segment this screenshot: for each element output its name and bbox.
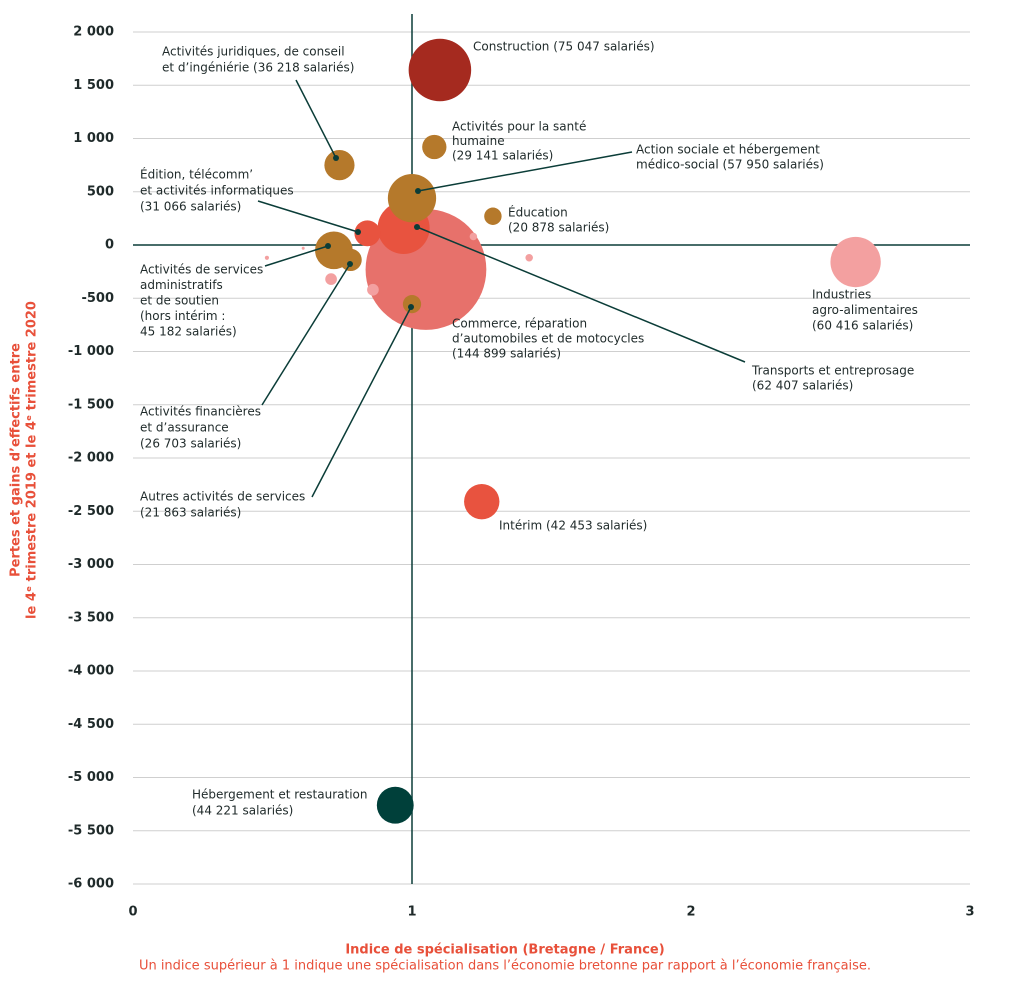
y-tick-label: -6 000: [68, 877, 114, 892]
bubble-label: Commerce, réparation: [452, 317, 587, 331]
bubble: [301, 246, 305, 250]
bubble: [264, 255, 270, 260]
leader-line: [311, 306, 412, 498]
bubble: [387, 173, 437, 223]
y-tick-label: -2 500: [68, 504, 114, 519]
x-tick-label: 2: [686, 905, 695, 920]
leader-line: [261, 263, 351, 406]
y-axis-title: le 4ᵉ trimestre 2019 et le 4ᵉ trimestre …: [25, 301, 40, 619]
bubble: [484, 207, 502, 225]
y-tick-label: 2 000: [73, 25, 114, 40]
y-tick-label: -1 500: [68, 397, 114, 412]
bubble-label: Activités pour la santé: [452, 120, 586, 134]
bubble-label: Éducation: [508, 205, 568, 220]
y-tick-label: 0: [105, 238, 114, 253]
bubble-label: Édition, télécomm’: [140, 167, 253, 182]
bubble: [402, 294, 422, 314]
bubble: [469, 232, 478, 241]
bubble-label: (hors intérim :: [140, 309, 225, 323]
bubble-label: Action sociale et hébergement: [636, 143, 820, 157]
leader-dot: [325, 243, 331, 249]
bubble-label: (62 407 salariés): [752, 379, 853, 393]
leader-line: [416, 226, 746, 363]
bubble-label: Intérim (42 453 salariés): [499, 519, 647, 533]
bubble-label: et d’ingéniérie (36 218 salariés): [162, 61, 354, 75]
bubble-label: (20 878 salariés): [508, 221, 609, 235]
y-tick-label: -1 000: [68, 344, 114, 359]
bubble-label: Industries: [812, 288, 871, 302]
bubble-label: Construction (75 047 salariés): [473, 40, 655, 54]
bubble-label: Activités de services: [140, 263, 263, 277]
leader-dot: [415, 188, 421, 194]
bubble-label: d’automobiles et de motocycles: [452, 332, 644, 346]
bubble-label: (31 066 salariés): [140, 200, 241, 214]
bubble: [325, 273, 337, 285]
bubble: [367, 283, 379, 296]
bubble: [525, 254, 533, 262]
bubble: [376, 786, 414, 824]
bubble: [422, 134, 447, 160]
bubble-label: Activités financières: [140, 405, 261, 419]
bubble-label: 45 182 salariés): [140, 325, 237, 339]
x-tick-label: 1: [407, 905, 416, 920]
bubble-label: (21 863 salariés): [140, 506, 241, 520]
bubble: [408, 38, 472, 102]
bubble-label: agro-alimentaires: [812, 303, 918, 317]
bubble-label: (44 221 salariés): [192, 804, 293, 818]
y-tick-label: -2 000: [68, 451, 114, 466]
bubble-label: Activités juridiques, de conseil: [162, 45, 345, 59]
bubble-label: (26 703 salariés): [140, 437, 241, 451]
bubble-label: et activités informatiques: [140, 184, 294, 198]
leader-dot: [408, 304, 414, 310]
y-tick-label: -4 500: [68, 717, 114, 732]
y-tick-label: 1 500: [73, 78, 114, 93]
bubble: [354, 220, 381, 247]
bubble-label: (29 141 salariés): [452, 149, 553, 163]
bubble: [464, 483, 500, 520]
bubble: [324, 150, 355, 181]
bubble-label: humaine: [452, 134, 505, 148]
bubble-label: Hébergement et restauration: [192, 788, 367, 802]
leader-dot: [347, 261, 353, 267]
bubble-label: Autres activités de services: [140, 490, 305, 504]
y-tick-label: -5 500: [68, 823, 114, 838]
leader-dot: [333, 155, 339, 161]
bubble: [830, 236, 881, 288]
leader-dot: [355, 229, 361, 235]
bubble-label: et d’assurance: [140, 421, 229, 435]
y-tick-label: 500: [87, 184, 114, 199]
y-tick-label: -3 500: [68, 610, 114, 625]
y-tick-label: 1 000: [73, 131, 114, 146]
leader-dot: [414, 224, 420, 230]
y-tick-label: -5 000: [68, 770, 114, 785]
leader-line: [264, 245, 329, 267]
bubble-label: médico-social (57 950 salariés): [636, 158, 824, 172]
x-axis-title: Indice de spécialisation (Bretagne / Fra…: [345, 943, 664, 958]
bubble-label: Transports et entreprosage: [751, 364, 914, 378]
x-axis-note: Un indice supérieur à 1 indique une spéc…: [139, 959, 871, 974]
bubble: [339, 248, 362, 272]
y-axis-title: Pertes et gains d’effectifs entre: [9, 343, 24, 577]
leader-line: [257, 200, 359, 233]
y-tick-label: -3 000: [68, 557, 114, 572]
leader-line: [417, 151, 633, 192]
leader-line: [295, 79, 337, 159]
y-tick-label: -500: [81, 291, 114, 306]
bubble-label: (60 416 salariés): [812, 319, 913, 333]
bubble-label: et de soutien: [140, 294, 219, 308]
y-tick-label: -4 000: [68, 664, 114, 679]
x-tick-label: 0: [128, 905, 137, 920]
bubble-label: (144 899 salariés): [452, 347, 561, 361]
x-tick-label: 3: [965, 905, 974, 920]
bubble-label: administratifs: [140, 278, 223, 292]
